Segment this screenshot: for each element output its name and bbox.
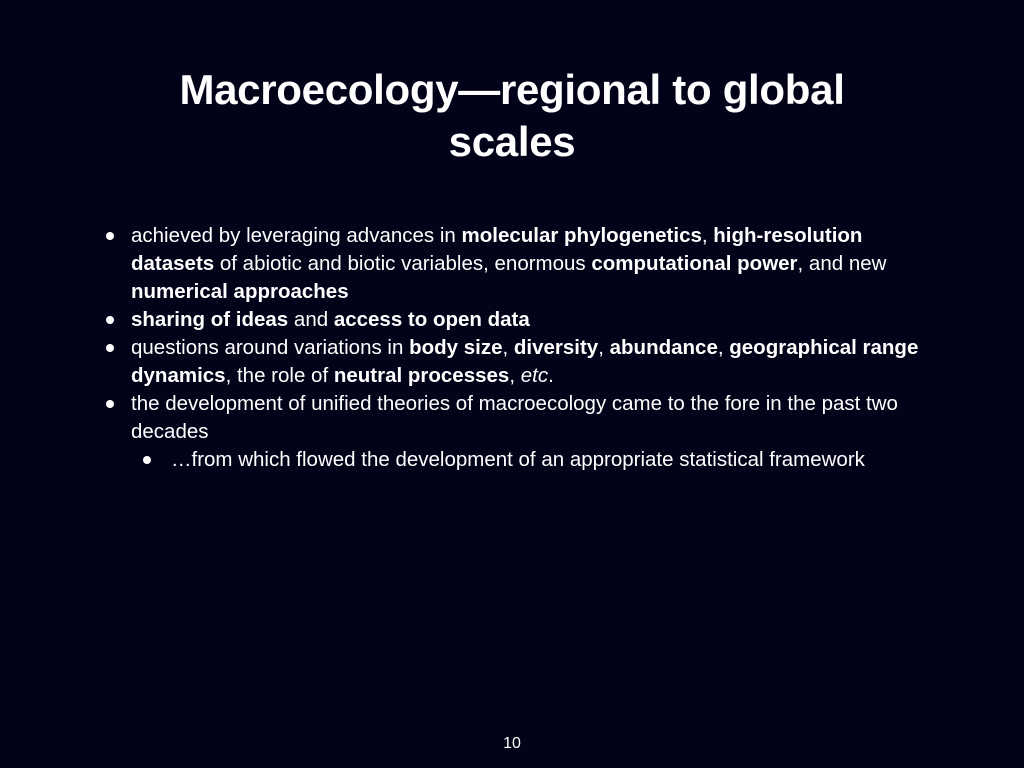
- bold-term: geographical range dynamics: [131, 336, 919, 387]
- bold-term: molecular phylogenetics: [461, 224, 702, 247]
- bullet-item-1: achieved by leveraging advances in molec…: [102, 222, 922, 306]
- bold-term: access to open data: [333, 308, 530, 331]
- bullet-text: and: [288, 308, 334, 331]
- title-line-1: Macroecology—regional to global: [179, 66, 845, 113]
- italic-term: etc: [520, 364, 549, 387]
- slide-title: Macroecology—regional to global scales: [112, 64, 912, 168]
- bold-term: sharing of ideas: [131, 308, 289, 331]
- bullet-item-3: questions around variations in body size…: [102, 334, 922, 390]
- bullet-item-2: sharing of ideas and access to open data: [102, 306, 922, 334]
- sub-bullet-item-1: …from which flowed the development of an…: [137, 446, 922, 474]
- bold-term: high-resolution datasets: [131, 224, 863, 275]
- bullet-text: achieved by leveraging advances in: [131, 224, 462, 247]
- bullet-text: ,: [701, 224, 714, 247]
- bullet-text: ,: [598, 336, 610, 359]
- bullet-dot-icon: [143, 456, 151, 464]
- title-line-2: scales: [448, 118, 576, 165]
- bullet-text: , and new: [797, 252, 887, 275]
- bold-term: neutral processes: [333, 364, 510, 387]
- page-number: 10: [503, 735, 521, 752]
- bullet-list: achieved by leveraging advances in molec…: [102, 222, 922, 474]
- bullet-text: ,: [502, 336, 514, 359]
- slide-body: achieved by leveraging advances in molec…: [102, 222, 922, 474]
- bullet-item-4: the development of unified theories of m…: [102, 390, 922, 474]
- bullet-text: ,: [509, 364, 521, 387]
- sub-bullet-list: …from which flowed the development of an…: [131, 446, 922, 474]
- bullet-text: the development of unified theories of m…: [131, 392, 898, 443]
- bullet-dot-icon: [106, 400, 114, 408]
- bold-term: diversity: [513, 336, 599, 359]
- sub-bullet-text: …from which flowed the development of an…: [171, 448, 865, 471]
- bullet-text: of abiotic and biotic variables, enormou…: [214, 252, 592, 275]
- bullet-text: questions around variations in: [131, 336, 410, 359]
- bold-term: computational power: [591, 252, 798, 275]
- bullet-dot-icon: [106, 316, 114, 324]
- bullet-dot-icon: [106, 344, 114, 352]
- bullet-dot-icon: [106, 232, 114, 240]
- bullet-text: .: [548, 364, 554, 387]
- bold-term: abundance: [609, 336, 718, 359]
- bullet-text: ,: [717, 336, 730, 359]
- bullet-text: , the role of: [225, 364, 334, 387]
- bold-term: numerical approaches: [131, 280, 349, 303]
- bold-term: body size: [409, 336, 503, 359]
